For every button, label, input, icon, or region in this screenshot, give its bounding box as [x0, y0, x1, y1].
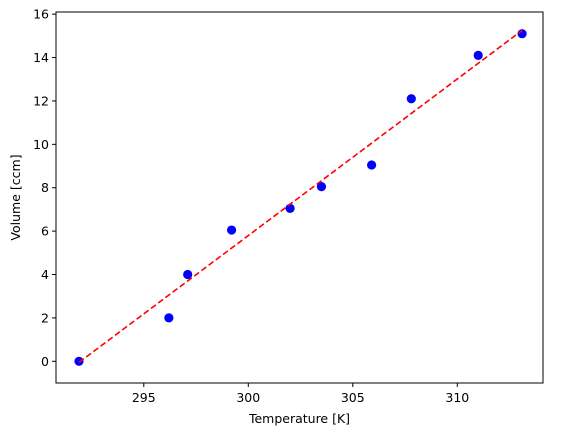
x-tick-label: 305	[341, 390, 365, 405]
data-point	[74, 356, 84, 366]
fit-line	[78, 29, 523, 364]
y-tick-label: 10	[33, 137, 49, 152]
data-point	[164, 313, 174, 323]
x-axis-label: Temperature [K]	[248, 411, 350, 426]
y-axis-label: Volume [ccm]	[8, 154, 23, 240]
y-tick-label: 2	[41, 310, 49, 325]
y-tick-label: 12	[33, 93, 49, 108]
y-tick-label: 14	[33, 50, 49, 65]
data-point	[367, 160, 377, 170]
y-tick-label: 4	[41, 267, 49, 282]
x-tick-label: 300	[236, 390, 260, 405]
y-tick-label: 0	[41, 354, 49, 369]
data-point	[285, 203, 295, 213]
data-point	[226, 225, 237, 235]
y-tick-label: 8	[41, 180, 49, 195]
data-point	[473, 50, 483, 60]
data-point	[183, 269, 193, 280]
x-tick-label: 295	[132, 390, 156, 405]
x-tick-label: 310	[445, 390, 469, 405]
plot-content	[74, 29, 527, 366]
data-point	[316, 182, 327, 192]
data-point	[406, 94, 416, 104]
plot-frame	[55, 11, 544, 384]
ticks: 295 300 305 310 0 2 4 6 8 10 12 14 16	[33, 7, 469, 405]
y-tick-label: 16	[33, 7, 49, 22]
y-tick-label: 6	[41, 224, 49, 239]
